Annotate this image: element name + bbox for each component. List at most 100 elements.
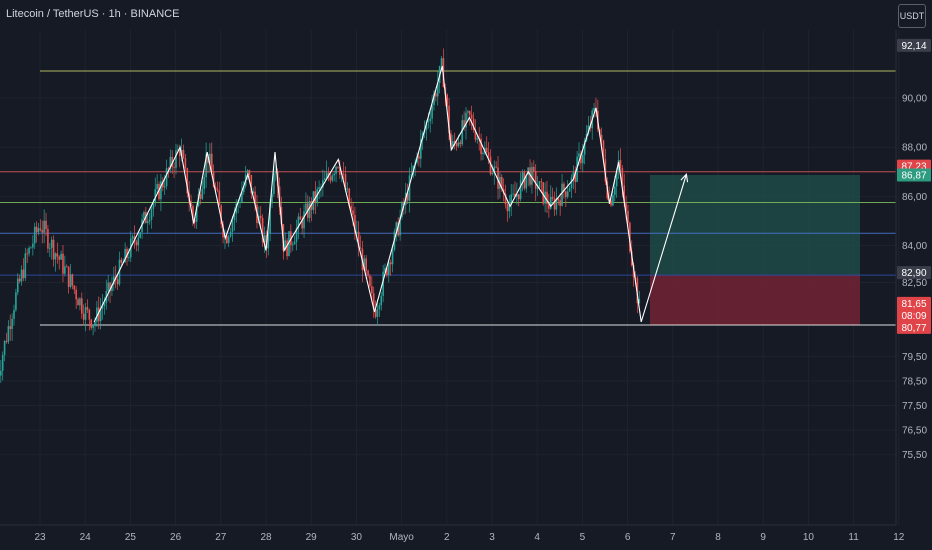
candle-body (150, 208, 153, 220)
candle-body (372, 293, 375, 310)
candle-body (32, 243, 34, 248)
x-tick-label: 8 (715, 532, 721, 543)
candle-body (62, 253, 64, 274)
candle-body (427, 121, 430, 122)
candle-body (485, 147, 488, 153)
candle-body (231, 219, 234, 232)
candle-body (158, 184, 160, 200)
candle-body (625, 202, 627, 211)
candle-body (463, 120, 465, 128)
y-tick-label: 75,50 (902, 450, 927, 461)
candle-body (636, 278, 639, 304)
x-tick-label: 2 (444, 532, 450, 543)
candle-body (553, 198, 556, 210)
candle-body (291, 244, 294, 246)
candle-body (284, 240, 287, 251)
candle-body (190, 201, 192, 207)
candle-body (165, 168, 168, 187)
candle-body (103, 303, 106, 306)
x-tick-label: 11 (848, 532, 859, 543)
candle-body (16, 278, 19, 293)
x-tick-label: 26 (170, 532, 182, 543)
candle-body (64, 266, 66, 274)
candle-body (359, 247, 362, 249)
candle-body (267, 233, 270, 249)
candle-body (146, 221, 149, 224)
candle-body (533, 166, 535, 172)
price-axis[interactable]: 90,00 88,00 86,00 84,00 82,50 79,50 78,50 77,50… (902, 94, 927, 462)
candle-body (536, 187, 539, 189)
candle-body (342, 173, 345, 175)
candle-body (431, 105, 433, 119)
x-tick-label: 7 (670, 532, 676, 543)
candle-body (337, 166, 339, 168)
candle-body (467, 111, 469, 113)
candle-body (389, 262, 392, 265)
x-tick-label: 3 (489, 532, 495, 543)
candle-body (548, 203, 550, 209)
price-badge-bg (897, 38, 931, 52)
candle-body (263, 235, 266, 243)
candle-body (101, 305, 104, 309)
candle-body (514, 193, 516, 197)
candle-body (314, 191, 317, 203)
candle-body (5, 340, 8, 342)
candle-body (510, 194, 513, 206)
candle-body (325, 172, 328, 179)
candle-body (203, 177, 206, 189)
candle-body (79, 298, 81, 306)
candle-body (111, 284, 113, 292)
horizontal-levels[interactable] (0, 70, 896, 326)
candle-body (201, 188, 204, 199)
candle-body (376, 309, 379, 317)
candle-body (58, 256, 61, 260)
candle-body (580, 153, 582, 164)
candle-body (517, 194, 520, 200)
candle-body (43, 220, 45, 233)
candle-body (408, 175, 411, 201)
price-badge-bg (897, 320, 931, 334)
y-tick-label: 88,00 (902, 143, 927, 154)
price-badge-bg (897, 308, 931, 322)
candle-body (570, 177, 573, 189)
candle-body (303, 211, 305, 229)
zigzag-drawing[interactable] (93, 65, 689, 323)
price-badge-text: 80,77 (901, 323, 926, 334)
x-tick-label: 24 (80, 532, 92, 543)
candle-body (173, 166, 175, 168)
candle-body (512, 193, 514, 195)
candle-body (216, 188, 219, 191)
candle-body (346, 188, 349, 190)
chart-title: Litecoin / TetherUS · 1h · BINANCE (6, 8, 180, 20)
candle-body (84, 307, 87, 320)
candle-body (452, 141, 454, 147)
time-axis[interactable]: 23 24 25 26 27 28 29 30 Mayo 2 3 4 5 6 7 8 9 10 11 12 (34, 532, 904, 543)
candle-body (576, 156, 578, 182)
candle-body (18, 278, 21, 282)
candle-body (28, 247, 30, 254)
candle-body (271, 193, 273, 204)
candle-body (143, 211, 145, 220)
candle-body (489, 156, 492, 175)
candle-body (99, 308, 102, 322)
candle-body (455, 142, 458, 147)
candle-body (126, 248, 128, 258)
candle-body (41, 229, 44, 233)
currency-button[interactable]: USDT (898, 4, 926, 28)
x-tick-label: 27 (215, 532, 227, 543)
candle-body (638, 298, 641, 304)
x-tick-label: 5 (580, 532, 586, 543)
candle-body (45, 220, 47, 230)
candle-body (612, 194, 614, 206)
candle-body (293, 241, 296, 245)
candle-body (354, 215, 356, 233)
candle-body (288, 231, 290, 257)
candle-body (465, 112, 467, 128)
candle-body (295, 228, 298, 242)
candle-body (335, 166, 337, 174)
candle-body (429, 118, 432, 122)
long-position-tool[interactable] (650, 174, 860, 326)
candle-body (269, 203, 271, 234)
candle-body (566, 191, 569, 197)
